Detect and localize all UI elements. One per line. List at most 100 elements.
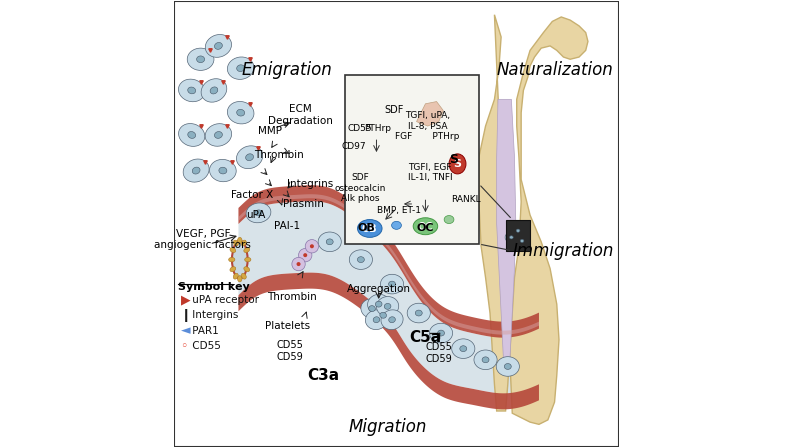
Polygon shape bbox=[479, 15, 588, 424]
Text: MMP: MMP bbox=[258, 125, 282, 135]
Text: CD55: CD55 bbox=[347, 124, 372, 133]
Ellipse shape bbox=[238, 276, 242, 282]
Ellipse shape bbox=[188, 132, 196, 138]
Circle shape bbox=[305, 240, 319, 253]
Text: PTHrp: PTHrp bbox=[364, 124, 391, 133]
Text: ◄: ◄ bbox=[181, 324, 190, 337]
Ellipse shape bbox=[318, 232, 341, 252]
Circle shape bbox=[298, 249, 312, 262]
Text: CD55
CD59: CD55 CD59 bbox=[276, 340, 303, 362]
Ellipse shape bbox=[354, 127, 373, 143]
Text: PAI-1: PAI-1 bbox=[274, 221, 301, 231]
Ellipse shape bbox=[504, 363, 511, 370]
Text: PAR1: PAR1 bbox=[190, 326, 219, 336]
Text: ECM
Degradation: ECM Degradation bbox=[268, 104, 333, 126]
Text: SDF
osteocalcin
Alk phos: SDF osteocalcin Alk phos bbox=[335, 173, 385, 203]
Ellipse shape bbox=[389, 281, 396, 287]
Ellipse shape bbox=[246, 203, 271, 223]
Ellipse shape bbox=[380, 312, 386, 318]
Text: OC: OC bbox=[416, 224, 435, 233]
Ellipse shape bbox=[243, 267, 250, 271]
Ellipse shape bbox=[505, 232, 518, 243]
Ellipse shape bbox=[438, 330, 445, 336]
Ellipse shape bbox=[201, 79, 227, 102]
Ellipse shape bbox=[360, 133, 366, 138]
Ellipse shape bbox=[369, 306, 375, 311]
Ellipse shape bbox=[205, 34, 232, 57]
Text: CD55: CD55 bbox=[190, 341, 221, 351]
Ellipse shape bbox=[358, 257, 364, 263]
Ellipse shape bbox=[349, 250, 373, 269]
Text: CD55
CD59: CD55 CD59 bbox=[425, 342, 452, 364]
Ellipse shape bbox=[413, 218, 438, 235]
Ellipse shape bbox=[214, 132, 222, 138]
Text: BMP, ET-1: BMP, ET-1 bbox=[377, 206, 421, 215]
Ellipse shape bbox=[385, 303, 391, 309]
Text: ◦: ◦ bbox=[181, 340, 188, 353]
Ellipse shape bbox=[192, 167, 200, 174]
Text: Plasmin: Plasmin bbox=[282, 199, 324, 209]
Ellipse shape bbox=[245, 258, 251, 262]
FancyBboxPatch shape bbox=[506, 220, 530, 251]
Ellipse shape bbox=[452, 339, 475, 358]
Polygon shape bbox=[496, 99, 515, 358]
FancyBboxPatch shape bbox=[345, 75, 479, 244]
Ellipse shape bbox=[474, 350, 497, 370]
Ellipse shape bbox=[367, 135, 373, 140]
Ellipse shape bbox=[366, 118, 386, 134]
Text: S: S bbox=[454, 159, 462, 169]
Ellipse shape bbox=[236, 109, 245, 116]
Text: Platelets: Platelets bbox=[265, 321, 310, 332]
Ellipse shape bbox=[361, 299, 383, 319]
Text: Factor X: Factor X bbox=[231, 190, 273, 200]
Ellipse shape bbox=[509, 236, 513, 239]
Text: Integrins: Integrins bbox=[286, 179, 333, 189]
Polygon shape bbox=[416, 102, 443, 126]
Text: Emigration: Emigration bbox=[242, 61, 333, 79]
Ellipse shape bbox=[187, 48, 214, 70]
Ellipse shape bbox=[230, 267, 236, 271]
Ellipse shape bbox=[392, 221, 401, 229]
Text: C5a: C5a bbox=[409, 330, 442, 345]
Ellipse shape bbox=[430, 323, 453, 343]
Text: RANKL: RANKL bbox=[450, 195, 481, 204]
Text: ▶: ▶ bbox=[181, 293, 190, 306]
Ellipse shape bbox=[219, 167, 227, 174]
Ellipse shape bbox=[255, 210, 262, 216]
Text: Immigration: Immigration bbox=[513, 242, 614, 260]
Ellipse shape bbox=[482, 357, 489, 363]
Ellipse shape bbox=[377, 297, 399, 316]
Text: OB: OB bbox=[358, 224, 375, 233]
Ellipse shape bbox=[228, 258, 235, 262]
Text: TGFl, uPA,
IL-8, PSA
FGF       PTHrp: TGFl, uPA, IL-8, PSA FGF PTHrp bbox=[396, 111, 460, 141]
Ellipse shape bbox=[241, 240, 247, 246]
Circle shape bbox=[297, 262, 301, 266]
Polygon shape bbox=[239, 273, 539, 409]
Ellipse shape bbox=[238, 237, 242, 244]
Text: uPA receptor: uPA receptor bbox=[190, 295, 259, 305]
Ellipse shape bbox=[232, 241, 247, 279]
Text: OC: OC bbox=[418, 222, 433, 232]
Text: Thrombin: Thrombin bbox=[254, 150, 304, 160]
Ellipse shape bbox=[233, 273, 238, 279]
Ellipse shape bbox=[389, 317, 396, 323]
Text: uPA: uPA bbox=[247, 210, 266, 220]
Ellipse shape bbox=[375, 301, 382, 307]
Ellipse shape bbox=[178, 124, 205, 146]
Ellipse shape bbox=[444, 215, 454, 224]
Ellipse shape bbox=[511, 225, 524, 236]
Ellipse shape bbox=[233, 240, 238, 246]
Ellipse shape bbox=[205, 124, 232, 146]
Ellipse shape bbox=[230, 248, 236, 253]
Ellipse shape bbox=[246, 154, 254, 161]
Ellipse shape bbox=[228, 102, 254, 124]
Ellipse shape bbox=[214, 43, 222, 49]
Text: SDF: SDF bbox=[385, 105, 404, 116]
Text: ❙: ❙ bbox=[181, 309, 191, 322]
Text: Naturalization: Naturalization bbox=[496, 61, 613, 79]
Ellipse shape bbox=[358, 220, 382, 237]
Ellipse shape bbox=[372, 306, 394, 325]
Ellipse shape bbox=[243, 248, 250, 253]
Ellipse shape bbox=[381, 310, 403, 330]
Text: CD97: CD97 bbox=[342, 142, 366, 151]
